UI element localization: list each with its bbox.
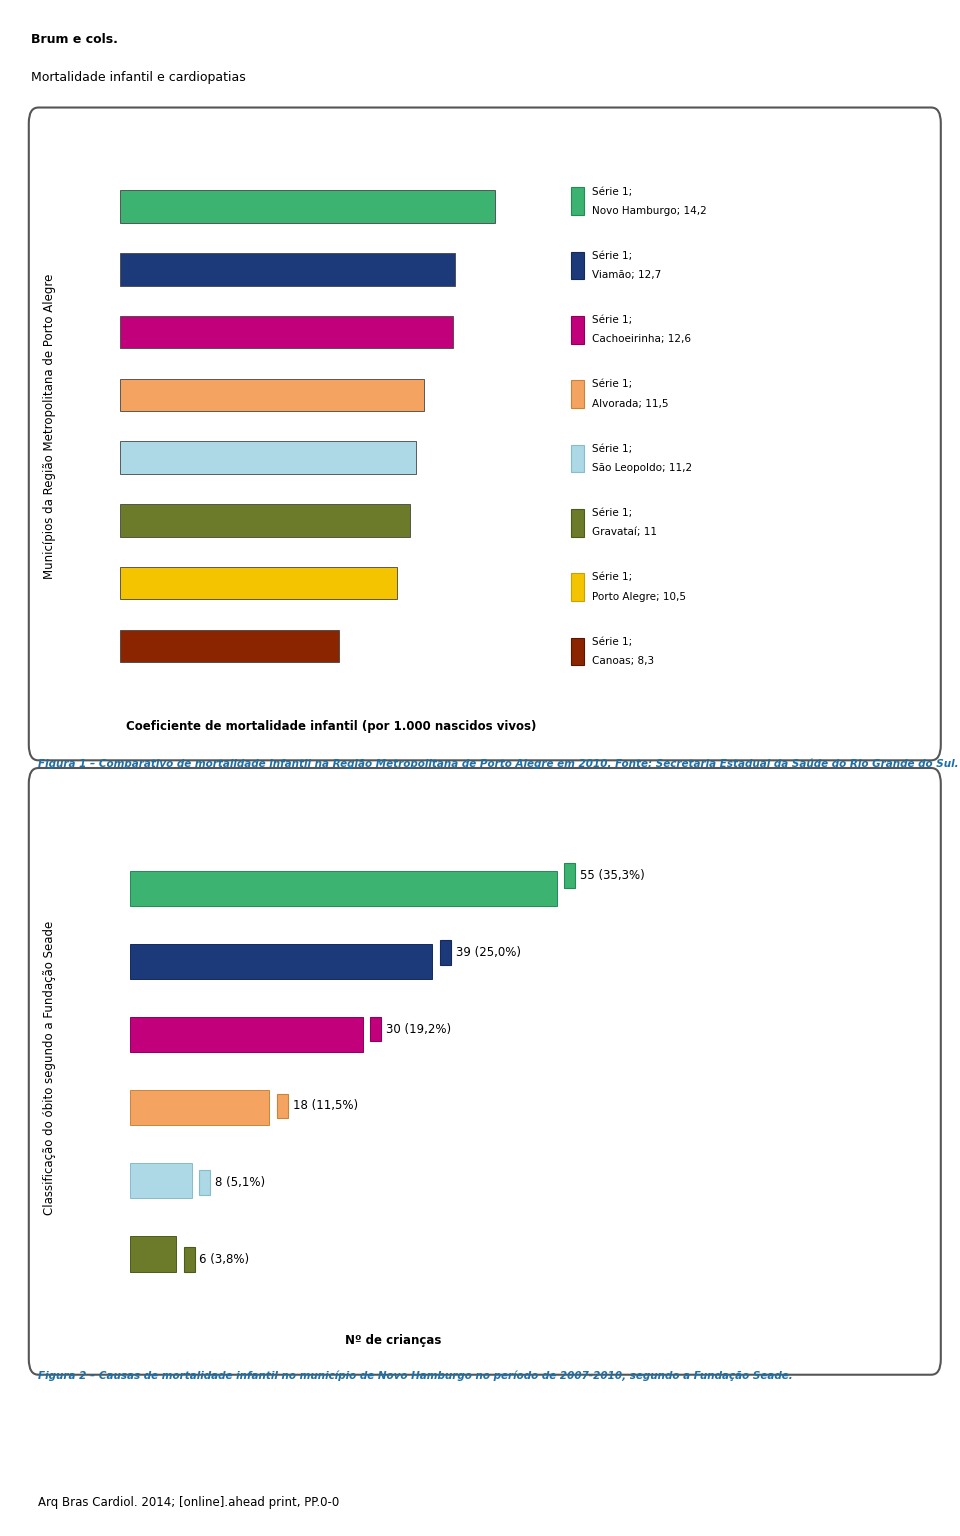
Text: Série 1;: Série 1; xyxy=(591,186,632,197)
Bar xyxy=(120,630,339,662)
Text: Mortalidade infantil e cardiopatias: Mortalidade infantil e cardiopatias xyxy=(31,71,246,84)
Text: Série 1;: Série 1; xyxy=(591,250,632,261)
Text: São Leopoldo; 11,2: São Leopoldo; 11,2 xyxy=(591,462,692,473)
Text: Série 1;: Série 1; xyxy=(591,637,632,647)
Bar xyxy=(130,1163,192,1198)
Bar xyxy=(120,253,455,286)
Text: Arq Bras Cardiol. 2014; [online].ahead print, PP.0-0: Arq Bras Cardiol. 2014; [online].ahead p… xyxy=(38,1496,340,1508)
Bar xyxy=(130,1236,177,1272)
Text: Alvorada; 11,5: Alvorada; 11,5 xyxy=(591,399,668,409)
Bar xyxy=(120,378,423,412)
Bar xyxy=(120,504,411,536)
Text: Canoas; 8,3: Canoas; 8,3 xyxy=(591,656,654,667)
Text: Coeficiente de mortalidade infantil (por 1.000 nascidos vivos): Coeficiente de mortalidade infantil (por… xyxy=(126,720,537,733)
Text: Série 1;: Série 1; xyxy=(591,508,632,518)
Text: Viamão; 12,7: Viamão; 12,7 xyxy=(591,270,661,280)
Text: Série 1;: Série 1; xyxy=(591,444,632,453)
Text: Série 1;: Série 1; xyxy=(591,573,632,582)
Bar xyxy=(120,441,416,475)
Text: Cachoeirinha; 12,6: Cachoeirinha; 12,6 xyxy=(591,335,691,344)
Bar xyxy=(120,316,453,349)
Text: 39 (25,0%): 39 (25,0%) xyxy=(456,946,520,958)
Text: Série 1;: Série 1; xyxy=(591,379,632,390)
Text: Classificação do óbito segundo a Fundação Seade: Classificação do óbito segundo a Fundaçã… xyxy=(43,920,57,1215)
Text: 6 (3,8%): 6 (3,8%) xyxy=(200,1253,250,1266)
Text: Figura 2 – Causas de mortalidade infantil no município de Novo Hamburgo no perío: Figura 2 – Causas de mortalidade infanti… xyxy=(38,1370,793,1381)
Bar xyxy=(130,871,557,906)
Text: Gravataí; 11: Gravataí; 11 xyxy=(591,527,657,538)
Text: Municípios da Região Metropolitana de Porto Alegre: Municípios da Região Metropolitana de Po… xyxy=(43,273,57,579)
Text: Novo Hamburgo; 14,2: Novo Hamburgo; 14,2 xyxy=(591,206,707,215)
Text: Porto Alegre; 10,5: Porto Alegre; 10,5 xyxy=(591,591,685,602)
Text: Nº de crianças: Nº de crianças xyxy=(346,1335,442,1347)
Text: 18 (11,5%): 18 (11,5%) xyxy=(293,1100,358,1112)
Bar xyxy=(120,567,397,599)
Text: 8 (5,1%): 8 (5,1%) xyxy=(215,1177,265,1189)
Text: 55 (35,3%): 55 (35,3%) xyxy=(580,869,645,882)
Text: 30 (19,2%): 30 (19,2%) xyxy=(386,1023,451,1035)
Text: Série 1;: Série 1; xyxy=(591,315,632,326)
Bar xyxy=(120,190,495,223)
Text: Brum e cols.: Brum e cols. xyxy=(31,32,117,46)
Bar xyxy=(130,1091,270,1126)
Text: Figura 1 – Comparativo de mortalidade infantil na Região Metropolitana de Porto : Figura 1 – Comparativo de mortalidade in… xyxy=(38,759,959,770)
Bar xyxy=(130,945,432,978)
Bar xyxy=(130,1017,363,1052)
